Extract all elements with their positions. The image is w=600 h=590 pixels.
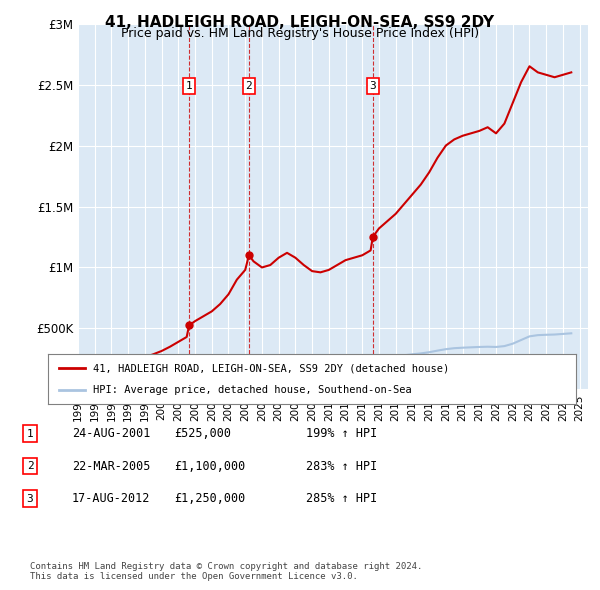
Text: 285% ↑ HPI: 285% ↑ HPI: [306, 492, 377, 505]
Text: £1,250,000: £1,250,000: [174, 492, 245, 505]
Text: 22-MAR-2005: 22-MAR-2005: [72, 460, 151, 473]
Text: 17-AUG-2012: 17-AUG-2012: [72, 492, 151, 505]
Text: £1,100,000: £1,100,000: [174, 460, 245, 473]
Text: 3: 3: [370, 81, 376, 91]
Text: 283% ↑ HPI: 283% ↑ HPI: [306, 460, 377, 473]
Text: 41, HADLEIGH ROAD, LEIGH-ON-SEA, SS9 2DY (detached house): 41, HADLEIGH ROAD, LEIGH-ON-SEA, SS9 2DY…: [93, 363, 449, 373]
Text: HPI: Average price, detached house, Southend-on-Sea: HPI: Average price, detached house, Sout…: [93, 385, 412, 395]
Text: £525,000: £525,000: [174, 427, 231, 440]
Text: 2: 2: [245, 81, 252, 91]
Text: 3: 3: [26, 494, 34, 503]
Text: 1: 1: [186, 81, 193, 91]
Text: 41, HADLEIGH ROAD, LEIGH-ON-SEA, SS9 2DY: 41, HADLEIGH ROAD, LEIGH-ON-SEA, SS9 2DY: [106, 15, 494, 30]
Text: Contains HM Land Registry data © Crown copyright and database right 2024.
This d: Contains HM Land Registry data © Crown c…: [30, 562, 422, 581]
Text: 2: 2: [26, 461, 34, 471]
Text: 199% ↑ HPI: 199% ↑ HPI: [306, 427, 377, 440]
Text: 24-AUG-2001: 24-AUG-2001: [72, 427, 151, 440]
Text: 1: 1: [26, 429, 34, 438]
Text: Price paid vs. HM Land Registry's House Price Index (HPI): Price paid vs. HM Land Registry's House …: [121, 27, 479, 40]
